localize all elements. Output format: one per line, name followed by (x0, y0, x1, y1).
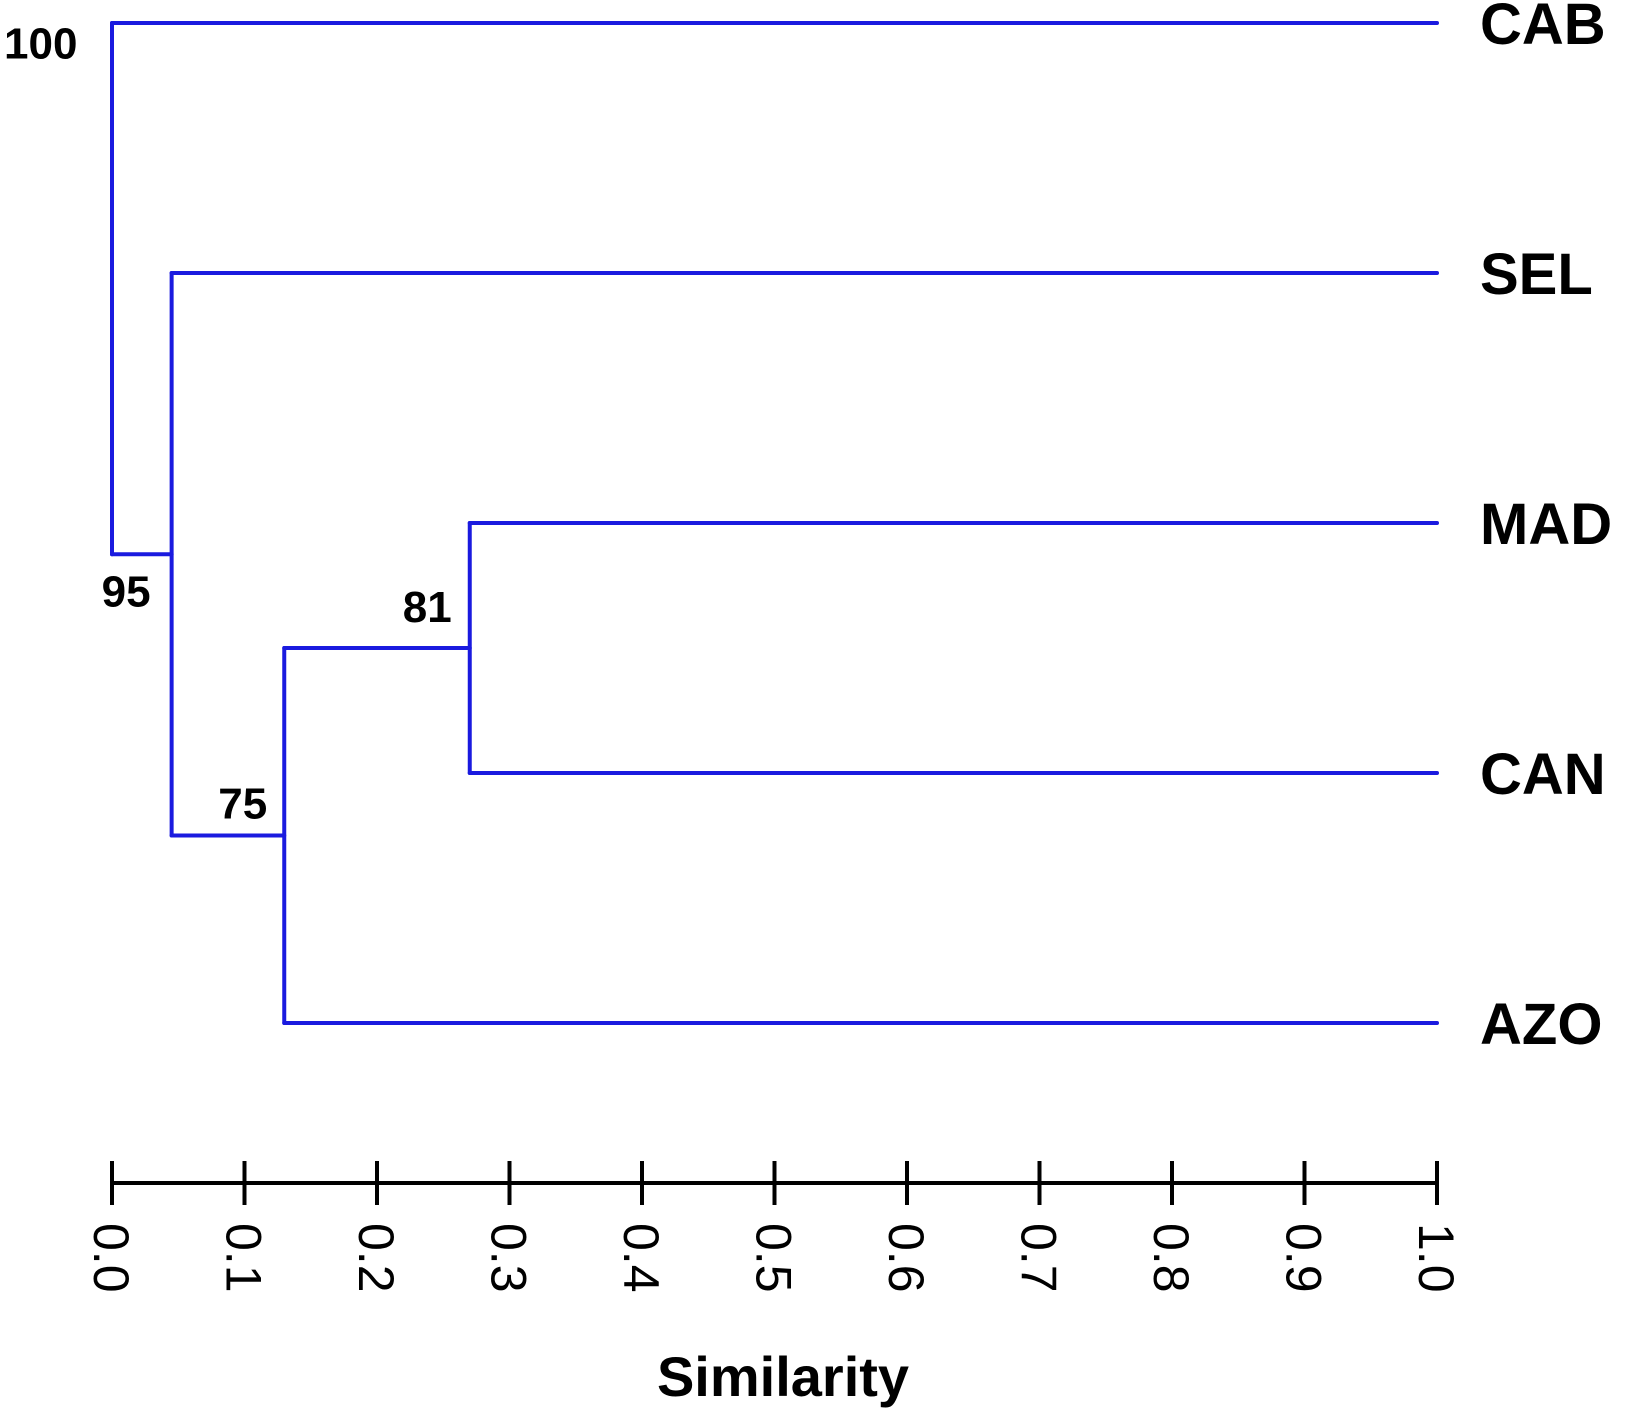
x-tick-label-0.5: 0.5 (746, 1223, 802, 1293)
x-tick-label-0.3: 0.3 (481, 1223, 537, 1293)
leaf-label-can: CAN (1480, 742, 1606, 807)
x-tick-label-0.6: 0.6 (878, 1223, 934, 1293)
leaf-label-cab: CAB (1480, 0, 1606, 57)
x-tick-label-0.0: 0.0 (83, 1223, 139, 1293)
dendrogram-tree (110, 21, 1439, 1025)
x-tick-label-0.9: 0.9 (1276, 1223, 1332, 1293)
x-tick-label-1.0: 1.0 (1408, 1223, 1464, 1293)
support-values: 81 75 95 100 (4, 20, 452, 829)
support-value-n95: 95 (102, 567, 151, 616)
x-tick-label-0.1: 0.1 (216, 1223, 272, 1293)
x-axis-title: Similarity (657, 1345, 909, 1408)
x-tick-label-0.4: 0.4 (613, 1223, 669, 1293)
leaf-label-mad: MAD (1480, 492, 1612, 557)
x-axis: 0.0 0.1 0.2 0.3 0.4 0.5 0.6 0.7 0.8 0.9 1.0 (83, 1161, 1464, 1293)
x-tick-label-0.2: 0.2 (348, 1223, 404, 1293)
x-tick-label-0.8: 0.8 (1143, 1223, 1199, 1293)
support-value-n81: 81 (403, 583, 452, 632)
leaf-label-azo: AZO (1480, 992, 1602, 1057)
support-value-n100: 100 (4, 20, 77, 69)
x-tick-label-0.7: 0.7 (1011, 1223, 1067, 1293)
leaf-labels: CAB SEL MAD CAN AZO (1480, 0, 1612, 1057)
leaf-label-sel: SEL (1480, 242, 1593, 307)
support-value-n75: 75 (218, 780, 267, 829)
